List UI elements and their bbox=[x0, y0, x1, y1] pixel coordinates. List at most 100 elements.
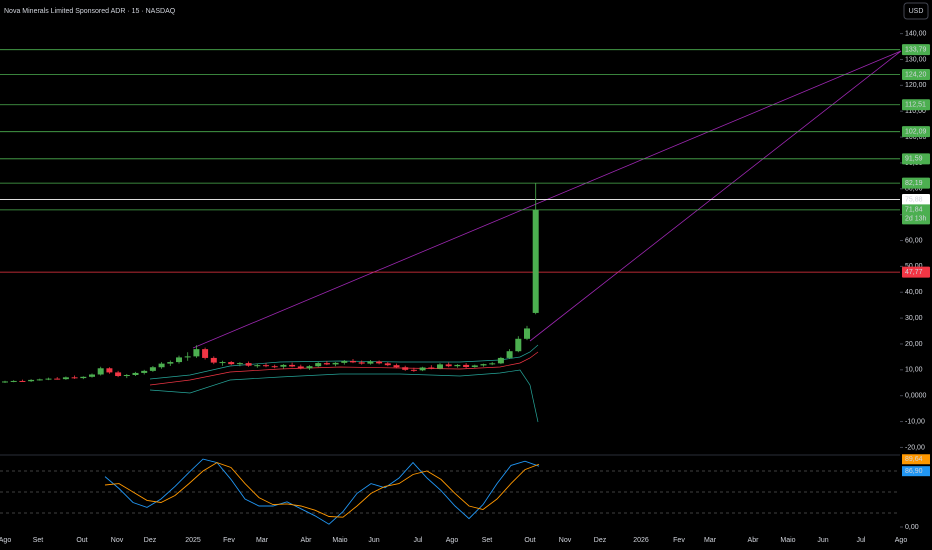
candle-body bbox=[454, 364, 461, 367]
candle-body bbox=[176, 357, 182, 363]
x-tick-label: Ago bbox=[0, 537, 11, 544]
y-tick-label: -10,00 bbox=[905, 418, 925, 425]
candle-body bbox=[358, 362, 365, 364]
candle-body bbox=[393, 365, 400, 368]
x-tick-label: Dez bbox=[594, 537, 607, 544]
candle-body bbox=[376, 361, 383, 364]
price-tag-label: 112,51 bbox=[905, 102, 926, 109]
candle-body bbox=[323, 363, 330, 365]
x-tick-label: Ago bbox=[446, 537, 459, 544]
y-tick-label: 130,00 bbox=[905, 56, 927, 63]
x-tick-label: Jun bbox=[817, 537, 828, 544]
price-tag-label: 91,59 bbox=[905, 156, 923, 163]
price-tag: 133,79 bbox=[902, 44, 930, 56]
candle-body bbox=[532, 209, 539, 313]
candle-body bbox=[367, 361, 374, 364]
candle-body bbox=[332, 362, 339, 365]
candle-body bbox=[254, 365, 261, 367]
x-tick-label: Maio bbox=[780, 537, 795, 544]
price-tag-label: 133,79 bbox=[905, 47, 927, 54]
candle-body bbox=[437, 364, 443, 369]
price-tag-box bbox=[902, 126, 930, 138]
candle-body bbox=[236, 363, 243, 365]
price-tag-label: 124,20 bbox=[905, 71, 927, 78]
price-tag-box bbox=[902, 44, 930, 56]
candle-body bbox=[410, 369, 417, 371]
candle-body bbox=[132, 372, 139, 375]
indicator-tag-label: 86,90 bbox=[905, 468, 923, 475]
candle-body bbox=[489, 363, 496, 365]
x-tick-label: Abr bbox=[748, 537, 760, 544]
candle-body bbox=[219, 362, 226, 364]
candle-body bbox=[524, 328, 530, 339]
y-tick-label: 10,00 bbox=[905, 367, 923, 374]
price-tag: 82,19 bbox=[902, 177, 930, 189]
candle-body bbox=[471, 365, 478, 367]
indicator-tick-label: 0,00 bbox=[905, 524, 919, 531]
x-tick-label: Ago bbox=[895, 537, 908, 544]
y-tick-label: 140,00 bbox=[905, 30, 927, 37]
candle-body bbox=[149, 367, 156, 371]
candle-body bbox=[384, 363, 391, 366]
price-tag-box bbox=[902, 99, 930, 111]
price-tag-box bbox=[902, 177, 930, 189]
candle-body bbox=[89, 374, 95, 377]
price-tag-label: 47,77 bbox=[905, 269, 923, 276]
indicator-line bbox=[104, 458, 540, 525]
currency-button-frame[interactable] bbox=[903, 2, 929, 20]
y-tick-label: 80,00 bbox=[905, 186, 923, 193]
y-tick-label: 20,00 bbox=[905, 341, 923, 348]
candle-body bbox=[28, 379, 35, 382]
price-tag: 91,59 bbox=[902, 153, 930, 165]
candle-body bbox=[106, 368, 113, 373]
candle-body bbox=[184, 356, 191, 358]
candle-body bbox=[497, 357, 504, 364]
candle-body bbox=[271, 366, 278, 368]
price-tag: 102,09 bbox=[902, 126, 930, 138]
x-tick-label: Jul bbox=[414, 537, 423, 544]
currency-button[interactable]: USD bbox=[903, 2, 929, 20]
indicator-line bbox=[104, 462, 540, 518]
price-tag: 112,51 bbox=[902, 99, 930, 111]
price-tag-box bbox=[902, 193, 930, 205]
candle-body bbox=[193, 349, 200, 357]
indicator-tag-box bbox=[902, 466, 930, 477]
price-tag-box bbox=[902, 204, 930, 225]
candle-body bbox=[289, 364, 296, 367]
y-tick-label: -20,00 bbox=[905, 444, 925, 451]
x-tick-label: Abr bbox=[301, 537, 313, 544]
candle-body bbox=[80, 376, 87, 379]
x-tick-label: Out bbox=[76, 537, 87, 544]
x-tick-label: Dez bbox=[144, 537, 157, 544]
candle-body bbox=[480, 364, 487, 366]
y-tick-label: 120,00 bbox=[905, 82, 927, 89]
y-tick-label: 40,00 bbox=[905, 289, 923, 296]
price-tag-box bbox=[902, 153, 930, 165]
x-tick-label: 2025 bbox=[185, 537, 201, 544]
candle-body bbox=[71, 377, 78, 379]
candle-body bbox=[141, 370, 148, 373]
candle-body bbox=[297, 366, 304, 369]
currency-label[interactable]: USD bbox=[909, 8, 924, 15]
candle-body bbox=[341, 361, 348, 363]
x-tick-label: Mar bbox=[704, 537, 717, 544]
candle-body bbox=[445, 364, 452, 367]
candle-body bbox=[45, 378, 52, 380]
y-tick-label: 30,00 bbox=[905, 315, 923, 322]
candle-body bbox=[210, 357, 217, 363]
x-tick-label: Mar bbox=[256, 537, 269, 544]
y-tick-label: 100,00 bbox=[905, 134, 927, 141]
candle-body bbox=[19, 380, 26, 382]
candle-body bbox=[428, 367, 435, 369]
x-tick-label: Maio bbox=[332, 537, 347, 544]
candle-body bbox=[402, 367, 409, 370]
x-tick-label: Jul bbox=[857, 537, 866, 544]
candle-body bbox=[10, 380, 17, 382]
price-tag: 124,20 bbox=[902, 68, 930, 80]
candle-body bbox=[202, 349, 209, 358]
x-tick-label: Out bbox=[524, 537, 535, 544]
trend-line bbox=[529, 50, 902, 342]
candle-body bbox=[506, 351, 513, 358]
candle-body bbox=[350, 361, 356, 363]
